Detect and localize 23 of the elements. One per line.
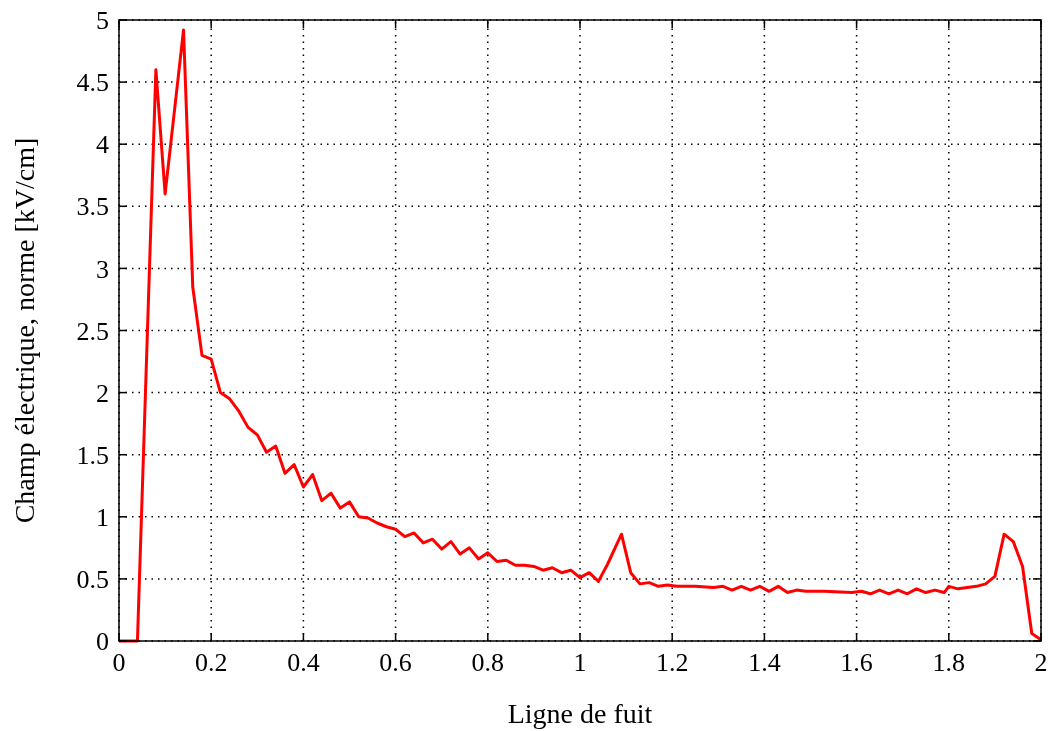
y-tick-label: 4.5 <box>76 68 109 98</box>
y-tick-label: 2.5 <box>76 316 109 346</box>
x-tick-label: 1.4 <box>748 648 781 677</box>
y-tick-label: 1.5 <box>76 440 109 470</box>
y-tick-label: 0.5 <box>76 565 109 594</box>
y-tick-label: 0 <box>96 627 109 657</box>
x-tick-label: 1 <box>573 648 587 677</box>
y-axis-title: Champ électrique, norme [kV/cm] <box>9 137 40 524</box>
x-tick-label: 2 <box>1034 648 1048 677</box>
x-tick-label: 0.8 <box>471 648 505 677</box>
x-tick-label: 1.6 <box>840 648 873 677</box>
x-tick-label: 1.2 <box>655 648 689 677</box>
y-tick-label: 3 <box>96 254 109 284</box>
x-tick-label: 0.6 <box>379 648 412 677</box>
y-tick-label: 2 <box>96 378 109 408</box>
x-axis-title: Ligne de fuit <box>507 698 653 729</box>
x-tick-label: 0.4 <box>287 648 320 677</box>
x-tick-label: 0.2 <box>194 648 228 677</box>
y-tick-label: 5 <box>96 6 109 36</box>
y-tick-label: 3.5 <box>76 192 109 222</box>
x-tick-label: 1.8 <box>932 648 966 677</box>
y-tick-label: 1 <box>96 502 109 532</box>
y-tick-label: 4 <box>96 130 109 160</box>
